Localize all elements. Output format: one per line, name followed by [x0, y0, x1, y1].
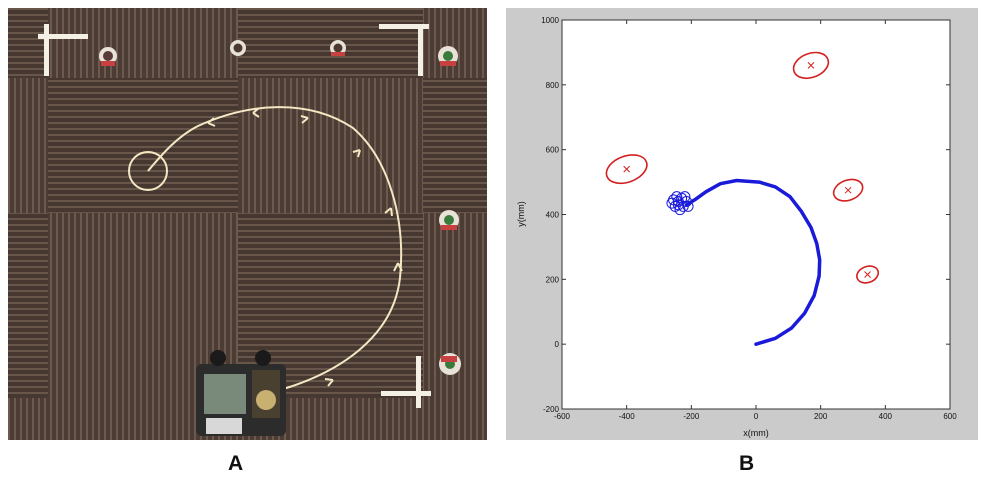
axis-ticks: -600 -400 -200 0 200 400 600 -200 0 200 400 600 800 1… [541, 16, 957, 421]
x-axis-label: x(mm) [743, 428, 769, 438]
y-axis-label: y(mm) [516, 201, 526, 227]
plot-panel: -600 -400 -200 0 200 400 600 -200 0 200 400 600 800 1… [506, 8, 978, 440]
trajectory-line [684, 178, 822, 346]
robot [196, 350, 286, 436]
landmark-ellipse [832, 178, 864, 202]
plot-svg: -600 -400 -200 0 200 400 600 -200 0 200 400 600 800 1… [516, 16, 957, 438]
landmark-point [864, 271, 871, 278]
x-tick-label: 400 [879, 412, 893, 421]
x-tick-label: 600 [943, 412, 957, 421]
landmark-ellipse [856, 265, 880, 284]
end-uncertainty-circle [672, 199, 684, 211]
x-tick-label: -200 [683, 412, 700, 421]
x-tick-label: 200 [814, 412, 828, 421]
landmark-ellipse [605, 154, 648, 185]
plot-marks [623, 62, 871, 346]
y-tick-label: 200 [546, 275, 560, 284]
landmark-ellipse [792, 51, 830, 80]
landmark-point [844, 186, 852, 194]
y-tick-label: 0 [555, 340, 560, 349]
photo-path [128, 106, 403, 391]
y-tick-label: -200 [543, 405, 560, 414]
end-uncertainty-circle [674, 204, 686, 216]
end-uncertainty-circle [680, 196, 692, 208]
landmark-cups [99, 40, 461, 375]
landmark-ellipses [605, 51, 880, 284]
landmark-point [623, 165, 631, 173]
y-tick-label: 600 [546, 146, 560, 155]
robot-photo [8, 8, 487, 440]
x-tick-label: -600 [554, 412, 571, 421]
plot-area [561, 19, 951, 410]
panel-label-b: B [739, 452, 755, 475]
robot-photo-scene [8, 8, 487, 440]
end-uncertainty-circle [679, 191, 691, 203]
y-tick-label: 800 [546, 81, 560, 90]
x-tick-label: 0 [754, 412, 759, 421]
x-tick-label: -400 [619, 412, 636, 421]
panel-label-a: A [228, 452, 244, 475]
landmark-point [807, 62, 815, 69]
y-tick-label: 400 [546, 211, 560, 220]
y-tick-label: 1000 [541, 16, 559, 25]
